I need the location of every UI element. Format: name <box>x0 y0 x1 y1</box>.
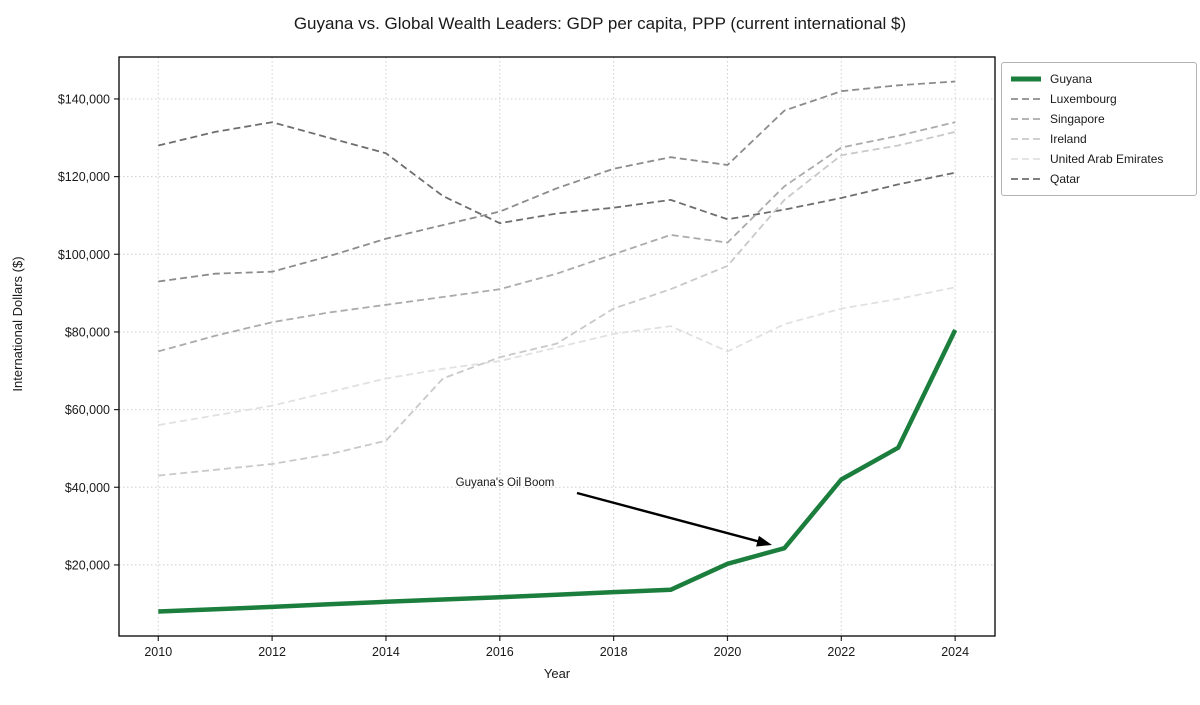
arrow-head <box>756 535 772 547</box>
legend-label: Luxembourg <box>1050 92 1117 106</box>
legend-swatch-qatar <box>1011 178 1041 180</box>
legend-swatch-luxembourg <box>1011 98 1041 100</box>
x-tick-label: 2016 <box>486 645 514 659</box>
legend-swatch-ireland <box>1011 138 1041 140</box>
legend-item-qatar: Qatar <box>1010 169 1188 189</box>
y-tick-label: $20,000 <box>65 558 110 572</box>
x-tick-label: 2012 <box>258 645 286 659</box>
series-line-luxembourg <box>158 80 956 283</box>
x-tick-label: 2010 <box>144 645 172 659</box>
arrow-shaft <box>576 491 764 544</box>
legend-label: United Arab Emirates <box>1050 152 1164 166</box>
legend-item-united-arab-emirates: United Arab Emirates <box>1010 149 1188 169</box>
x-tick-label: 2024 <box>941 645 969 659</box>
series-line-ireland <box>158 131 956 477</box>
x-tick-label: 2018 <box>600 645 628 659</box>
x-tick-label: 2022 <box>827 645 855 659</box>
y-axis-label: International Dollars ($) <box>10 256 25 391</box>
y-tick-label: $80,000 <box>65 325 110 339</box>
legend-item-luxembourg: Luxembourg <box>1010 89 1188 109</box>
legend-item-singapore: Singapore <box>1010 109 1188 129</box>
legend-item-guyana: Guyana <box>1010 69 1188 89</box>
axes: 2010 2012 2014 2016 2018 2020 2022 2024 $20,000 $… <box>58 56 996 659</box>
legend-item-ireland: Ireland <box>1010 129 1188 149</box>
series-line-guyana <box>158 329 958 614</box>
x-tick-label: 2020 <box>714 645 742 659</box>
annotation-arrow <box>576 491 772 547</box>
legend-label: Ireland <box>1050 132 1087 146</box>
y-tick-label: $60,000 <box>65 403 110 417</box>
series-lines <box>158 80 958 614</box>
legend-label: Singapore <box>1050 112 1105 126</box>
y-tick-label: $120,000 <box>58 170 110 184</box>
chart-title: Guyana vs. Global Wealth Leaders: GDP pe… <box>294 14 906 33</box>
legend-swatch-singapore <box>1011 118 1041 120</box>
series-line-qatar <box>158 121 956 225</box>
legend-label: Guyana <box>1050 72 1093 86</box>
legend: Guyana Luxembourg Singapore Ireland United A… <box>1001 62 1197 196</box>
x-tick-label: 2014 <box>372 645 400 659</box>
x-axis-label: Year <box>544 666 571 681</box>
gridlines <box>119 57 995 636</box>
legend-label: Qatar <box>1050 172 1081 186</box>
annotation-text: Guyana's Oil Boom <box>456 477 555 489</box>
y-tick-label: $100,000 <box>58 248 110 262</box>
legend-swatch-united-arab-emirates <box>1011 158 1041 160</box>
series-line-united-arab-emirates <box>158 286 956 426</box>
series-line-singapore <box>158 121 956 353</box>
plot-border <box>118 56 996 637</box>
legend-swatch-guyana <box>1011 76 1041 82</box>
y-tick-label: $140,000 <box>58 92 110 106</box>
y-tick-label: $40,000 <box>65 481 110 495</box>
